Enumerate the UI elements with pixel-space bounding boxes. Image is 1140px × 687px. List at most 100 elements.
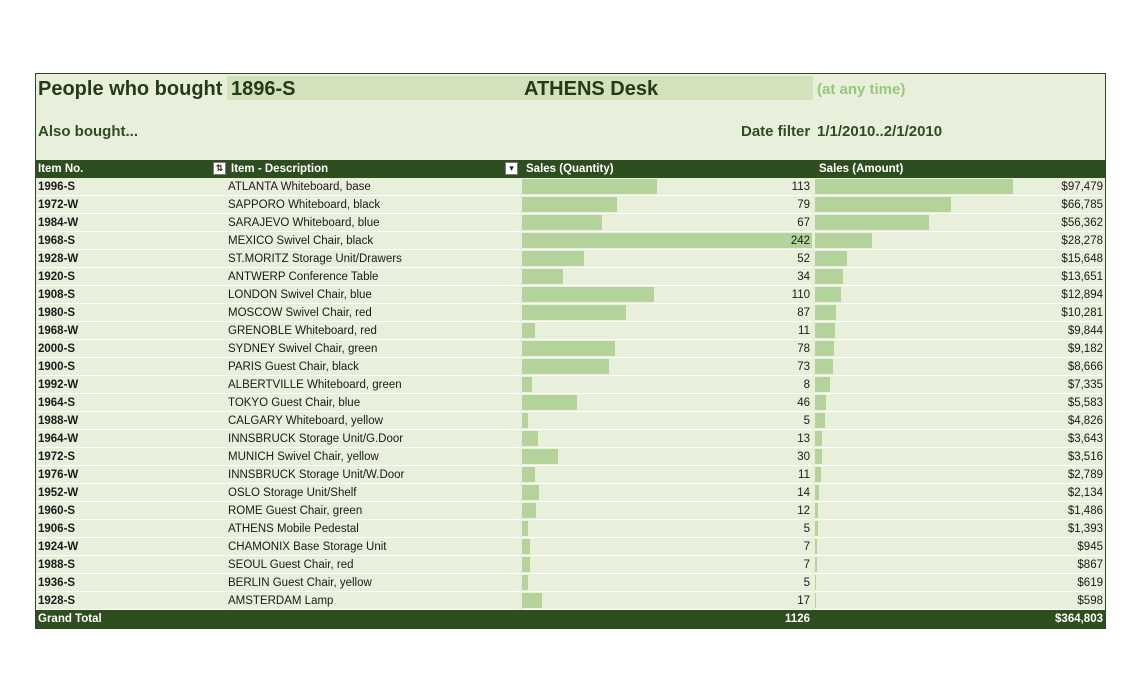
item-number-cell[interactable]: 1920-S xyxy=(36,268,227,286)
quantity-cell[interactable]: 5 xyxy=(522,574,812,592)
quantity-cell[interactable]: 17 xyxy=(522,592,812,610)
sort-filter-icon[interactable]: ⇅ xyxy=(213,162,226,175)
item-description-cell[interactable]: SAPPORO Whiteboard, black xyxy=(228,196,519,214)
amount-cell[interactable]: $12,894 xyxy=(815,286,1105,304)
item-description-cell[interactable]: SARAJEVO Whiteboard, blue xyxy=(228,214,519,232)
item-description-cell[interactable]: AMSTERDAM Lamp xyxy=(228,592,519,610)
item-number-cell[interactable]: 1976-W xyxy=(36,466,227,484)
quantity-cell[interactable]: 7 xyxy=(522,538,812,556)
amount-cell[interactable]: $3,516 xyxy=(815,448,1105,466)
item-number-cell[interactable]: 1968-S xyxy=(36,232,227,250)
item-number-cell[interactable]: 1960-S xyxy=(36,502,227,520)
table-row[interactable]: 1900-S PARIS Guest Chair, black 73 $8,666 xyxy=(36,358,1105,376)
amount-cell[interactable]: $8,666 xyxy=(815,358,1105,376)
amount-cell[interactable]: $28,278 xyxy=(815,232,1105,250)
table-row[interactable]: 1996-S ATLANTA Whiteboard, base 113 $97,479 xyxy=(36,178,1105,196)
table-row[interactable]: 1928-W ST.MORITZ Storage Unit/Drawers 52 $1… xyxy=(36,250,1105,268)
item-description-cell[interactable]: CALGARY Whiteboard, yellow xyxy=(228,412,519,430)
item-description-cell[interactable]: GRENOBLE Whiteboard, red xyxy=(228,322,519,340)
quantity-cell[interactable]: 79 xyxy=(522,196,812,214)
item-description-cell[interactable]: INNSBRUCK Storage Unit/W.Door xyxy=(228,466,519,484)
item-number-cell[interactable]: 2000-S xyxy=(36,340,227,358)
item-number-cell[interactable]: 1928-W xyxy=(36,250,227,268)
table-row[interactable]: 1972-W SAPPORO Whiteboard, black 79 $66,785 xyxy=(36,196,1105,214)
item-number-cell[interactable]: 1906-S xyxy=(36,520,227,538)
table-row[interactable]: 1984-W SARAJEVO Whiteboard, blue 67 $56,362 xyxy=(36,214,1105,232)
quantity-cell[interactable]: 34 xyxy=(522,268,812,286)
item-number-cell[interactable]: 1972-S xyxy=(36,448,227,466)
amount-cell[interactable]: $7,335 xyxy=(815,376,1105,394)
selected-item-box[interactable] xyxy=(227,76,813,100)
amount-cell[interactable]: $619 xyxy=(815,574,1105,592)
table-row[interactable]: 1968-W GRENOBLE Whiteboard, red 11 $9,844 xyxy=(36,322,1105,340)
table-row[interactable]: 2000-S SYDNEY Swivel Chair, green 78 $9,182 xyxy=(36,340,1105,358)
amount-cell[interactable]: $867 xyxy=(815,556,1105,574)
table-row[interactable]: 1906-S ATHENS Mobile Pedestal 5 $1,393 xyxy=(36,520,1105,538)
amount-cell[interactable]: $1,393 xyxy=(815,520,1105,538)
table-row[interactable]: 1920-S ANTWERP Conference Table 34 $13,651 xyxy=(36,268,1105,286)
table-row[interactable]: 1988-W CALGARY Whiteboard, yellow 5 $4,826 xyxy=(36,412,1105,430)
amount-cell[interactable]: $10,281 xyxy=(815,304,1105,322)
amount-cell[interactable]: $4,826 xyxy=(815,412,1105,430)
amount-cell[interactable]: $5,583 xyxy=(815,394,1105,412)
item-number-cell[interactable]: 1952-W xyxy=(36,484,227,502)
quantity-cell[interactable]: 8 xyxy=(522,376,812,394)
item-description-cell[interactable]: LONDON Swivel Chair, blue xyxy=(228,286,519,304)
quantity-cell[interactable]: 30 xyxy=(522,448,812,466)
item-number-cell[interactable]: 1992-W xyxy=(36,376,227,394)
item-number-cell[interactable]: 1988-S xyxy=(36,556,227,574)
item-description-cell[interactable]: CHAMONIX Base Storage Unit xyxy=(228,538,519,556)
table-row[interactable]: 1988-S SEOUL Guest Chair, red 7 $867 xyxy=(36,556,1105,574)
amount-cell[interactable]: $13,651 xyxy=(815,268,1105,286)
item-number-cell[interactable]: 1968-W xyxy=(36,322,227,340)
table-row[interactable]: 1980-S MOSCOW Swivel Chair, red 87 $10,281 xyxy=(36,304,1105,322)
amount-cell[interactable]: $598 xyxy=(815,592,1105,610)
amount-cell[interactable]: $3,643 xyxy=(815,430,1105,448)
date-filter-value[interactable]: 1/1/2010..2/1/2010 xyxy=(817,123,943,140)
table-row[interactable]: 1964-W INNSBRUCK Storage Unit/G.Door 13 $3,… xyxy=(36,430,1105,448)
table-row[interactable]: 1964-S TOKYO Guest Chair, blue 46 $5,583 xyxy=(36,394,1105,412)
filter-dropdown-icon[interactable]: ▾ xyxy=(505,162,518,175)
item-number-cell[interactable]: 1972-W xyxy=(36,196,227,214)
amount-cell[interactable]: $1,486 xyxy=(815,502,1105,520)
amount-cell[interactable]: $56,362 xyxy=(815,214,1105,232)
amount-cell[interactable]: $2,134 xyxy=(815,484,1105,502)
item-number-cell[interactable]: 1988-W xyxy=(36,412,227,430)
table-row[interactable]: 1968-S MEXICO Swivel Chair, black 242 $28,2… xyxy=(36,232,1105,250)
item-description-cell[interactable]: OSLO Storage Unit/Shelf xyxy=(228,484,519,502)
quantity-cell[interactable]: 78 xyxy=(522,340,812,358)
quantity-cell[interactable]: 67 xyxy=(522,214,812,232)
table-row[interactable]: 1960-S ROME Guest Chair, green 12 $1,486 xyxy=(36,502,1105,520)
selected-item-number[interactable]: 1896-S xyxy=(231,78,296,100)
table-row[interactable]: 1976-W INNSBRUCK Storage Unit/W.Door 11 $2,… xyxy=(36,466,1105,484)
table-row[interactable]: 1972-S MUNICH Swivel Chair, yellow 30 $3,51… xyxy=(36,448,1105,466)
amount-cell[interactable]: $15,648 xyxy=(815,250,1105,268)
quantity-cell[interactable]: 5 xyxy=(522,412,812,430)
table-row[interactable]: 1936-S BERLIN Guest Chair, yellow 5 $619 xyxy=(36,574,1105,592)
quantity-cell[interactable]: 12 xyxy=(522,502,812,520)
item-number-cell[interactable]: 1996-S xyxy=(36,178,227,196)
item-number-cell[interactable]: 1964-W xyxy=(36,430,227,448)
amount-cell[interactable]: $945 xyxy=(815,538,1105,556)
table-row[interactable]: 1928-S AMSTERDAM Lamp 17 $598 xyxy=(36,592,1105,610)
item-number-cell[interactable]: 1908-S xyxy=(36,286,227,304)
amount-cell[interactable]: $97,479 xyxy=(815,178,1105,196)
item-description-cell[interactable]: MUNICH Swivel Chair, yellow xyxy=(228,448,519,466)
quantity-cell[interactable]: 52 xyxy=(522,250,812,268)
quantity-cell[interactable]: 14 xyxy=(522,484,812,502)
item-number-cell[interactable]: 1928-S xyxy=(36,592,227,610)
item-number-cell[interactable]: 1924-W xyxy=(36,538,227,556)
table-row[interactable]: 1992-W ALBERTVILLE Whiteboard, green 8 $7,3… xyxy=(36,376,1105,394)
quantity-cell[interactable]: 110 xyxy=(522,286,812,304)
quantity-cell[interactable]: 11 xyxy=(522,466,812,484)
column-header-quantity[interactable]: Sales (Quantity) xyxy=(526,163,614,175)
column-header-description[interactable]: Item - Description xyxy=(231,163,329,175)
item-description-cell[interactable]: SYDNEY Swivel Chair, green xyxy=(228,340,519,358)
quantity-cell[interactable]: 113 xyxy=(522,178,812,196)
item-description-cell[interactable]: TOKYO Guest Chair, blue xyxy=(228,394,519,412)
item-description-cell[interactable]: ATLANTA Whiteboard, base xyxy=(228,178,519,196)
quantity-cell[interactable]: 11 xyxy=(522,322,812,340)
item-description-cell[interactable]: ST.MORITZ Storage Unit/Drawers xyxy=(228,250,519,268)
quantity-cell[interactable]: 5 xyxy=(522,520,812,538)
item-description-cell[interactable]: ALBERTVILLE Whiteboard, green xyxy=(228,376,519,394)
